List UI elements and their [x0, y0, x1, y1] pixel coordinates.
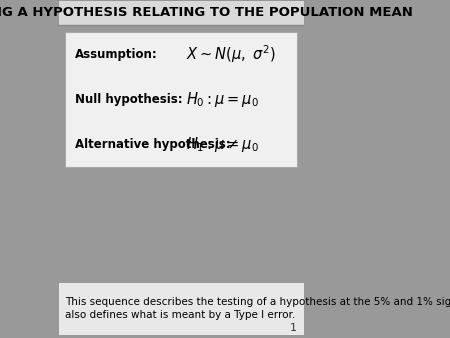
FancyBboxPatch shape	[58, 282, 304, 335]
Text: $X \sim N(\mu,\ \sigma^2)$: $X \sim N(\mu,\ \sigma^2)$	[186, 44, 276, 66]
Text: $H_1 : \mu \neq \mu_0$: $H_1 : \mu \neq \mu_0$	[186, 135, 259, 154]
FancyBboxPatch shape	[65, 32, 297, 167]
Text: 1: 1	[290, 323, 297, 333]
Text: Alternative hypothesis:: Alternative hypothesis:	[75, 138, 230, 151]
Text: Null hypothesis:: Null hypothesis:	[75, 93, 182, 106]
Text: This sequence describes the testing of a hypothesis at the 5% and 1% significanc: This sequence describes the testing of a…	[65, 297, 450, 320]
FancyBboxPatch shape	[58, 0, 304, 25]
Text: $H_0 : \mu = \mu_0$: $H_0 : \mu = \mu_0$	[186, 90, 259, 109]
Text: Assumption:: Assumption:	[75, 48, 158, 61]
Text: TESTING A HYPOTHESIS RELATING TO THE POPULATION MEAN: TESTING A HYPOTHESIS RELATING TO THE POP…	[0, 6, 413, 19]
